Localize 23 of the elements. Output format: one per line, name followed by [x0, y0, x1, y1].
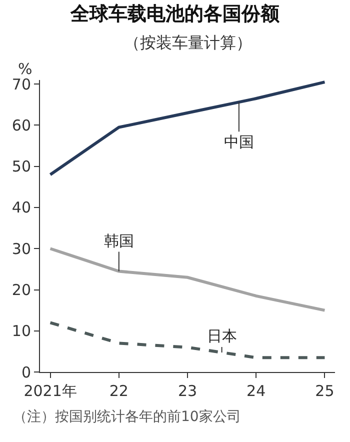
series-label: 中国: [224, 133, 254, 151]
chart-title: 全球车载电池的各国份额: [70, 2, 280, 25]
y-tick-label: 20: [12, 281, 31, 299]
y-tick-label: 70: [12, 75, 31, 94]
x-tick-label: 22: [109, 382, 128, 400]
series-label: 日本: [207, 327, 237, 345]
x-tick-label: 24: [246, 382, 266, 400]
line-series: [48, 321, 326, 360]
y-tick-label: 0: [21, 363, 31, 382]
line-series: [48, 80, 326, 176]
y-tick-label: 60: [12, 116, 31, 134]
x-tick-label: 23: [178, 382, 198, 400]
y-tick-label: 10: [12, 322, 31, 340]
y-axis-title: %: [18, 60, 32, 78]
y-tick-label: 40: [12, 198, 31, 217]
line-series: [48, 247, 326, 312]
x-tick-label: 25: [315, 382, 334, 400]
y-tick-label: 30: [12, 240, 31, 258]
chart-subtitle: （按装车量计算）: [124, 33, 252, 52]
series-label: 韩国: [104, 232, 134, 250]
x-tick-label: 2021年: [24, 382, 77, 400]
y-tick-label: 50: [12, 158, 31, 176]
text: （注）按国别统计各年的前10家公司: [13, 409, 241, 425]
